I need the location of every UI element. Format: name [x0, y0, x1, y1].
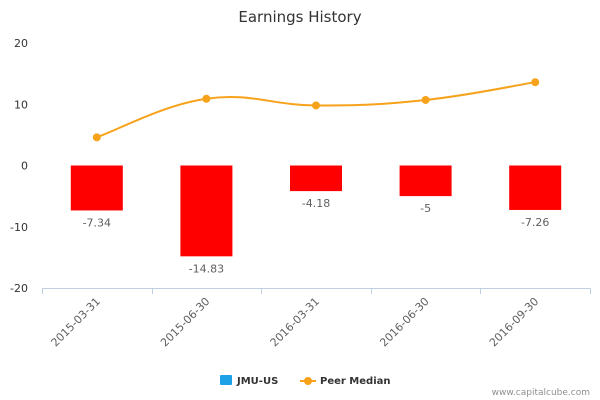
- line-series: [92, 78, 540, 142]
- data-label: -5: [420, 202, 431, 215]
- legend-label-jmu-us: JMU-US: [236, 376, 278, 387]
- y-tick-label: 10: [14, 98, 28, 111]
- legend: JMU-US Peer Median: [220, 375, 391, 387]
- legend-label-peer-median: Peer Median: [320, 376, 391, 387]
- bar-2016-06-30[interactable]: [399, 165, 452, 197]
- x-tick-label: 2016-06-30: [377, 295, 431, 349]
- y-axis: 20 10 0 -10 -20: [10, 37, 28, 295]
- legend-swatch-peer-median-marker: [304, 377, 312, 385]
- peer-median-point-2015-03-31[interactable]: [92, 133, 101, 142]
- x-tick-label: 2016-03-31: [268, 295, 322, 349]
- peer-median-point-2016-03-31[interactable]: [312, 101, 320, 110]
- chart-title: Earnings History: [238, 8, 361, 26]
- x-axis-labels: 2015-03-31 2015-06-30 2016-03-31 2016-06-30…: [49, 295, 542, 349]
- credit-text: www.capitalcube.com: [492, 388, 590, 398]
- y-tick-label: 20: [14, 37, 28, 50]
- peer-median-line: [96, 81, 536, 139]
- bar-series: [70, 165, 562, 257]
- bar-2016-03-31[interactable]: [290, 165, 342, 192]
- peer-median-point-2016-09-30[interactable]: [531, 78, 540, 87]
- x-tick-label: 2016-09-30: [487, 295, 541, 349]
- peer-median-point-2015-06-30[interactable]: [202, 94, 211, 103]
- data-label: -7.34: [83, 216, 111, 229]
- peer-median-point-2016-06-30[interactable]: [421, 95, 430, 104]
- data-labels: -7.34 -14.83 -4.18 -5 -7.26: [83, 197, 550, 275]
- legend-item-jmu-us[interactable]: JMU-US: [220, 375, 278, 387]
- x-axis-ticks: [42, 288, 591, 294]
- bar-2015-03-31[interactable]: [70, 165, 123, 211]
- x-tick-label: 2015-06-30: [158, 295, 212, 349]
- legend-swatch-jmu-us: [220, 375, 232, 385]
- bar-2016-09-30[interactable]: [509, 165, 562, 210]
- y-tick-label: -10: [10, 221, 28, 234]
- y-tick-label: -20: [10, 282, 28, 295]
- data-label: -14.83: [189, 262, 224, 275]
- data-label: -4.18: [302, 197, 330, 210]
- bar-2015-06-30[interactable]: [180, 165, 233, 257]
- legend-item-peer-median[interactable]: Peer Median: [300, 376, 391, 387]
- y-tick-label: 0: [21, 160, 28, 173]
- x-tick-label: 2015-03-31: [49, 295, 103, 349]
- data-label: -7.26: [521, 216, 549, 229]
